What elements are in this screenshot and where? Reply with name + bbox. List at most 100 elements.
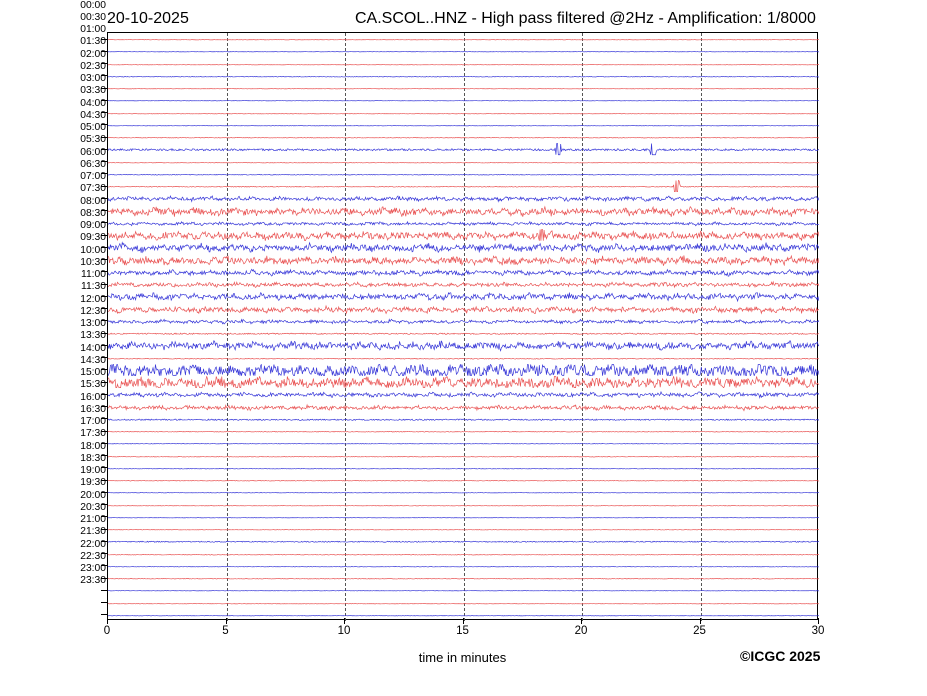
y-tick-label-15-30: 15:30 bbox=[48, 380, 106, 390]
trace-row-13-00 bbox=[108, 352, 819, 364]
seismogram-plot-area bbox=[107, 32, 818, 620]
y-tick-label-23-30: 23:30 bbox=[48, 576, 106, 586]
y-tick-label-06-30: 06:30 bbox=[48, 160, 106, 170]
y-tick-label-21-30: 21:30 bbox=[48, 527, 106, 537]
x-tick-dash-10 bbox=[344, 618, 345, 624]
trace-row-05-30 bbox=[108, 168, 819, 180]
y-tick-label-14-30: 14:30 bbox=[48, 356, 106, 366]
x-tick-dash-30 bbox=[818, 618, 819, 624]
trace-row-04-30 bbox=[108, 143, 819, 155]
x-tick-dash-15 bbox=[463, 618, 464, 624]
y-tick-label-08-00: 08:00 bbox=[48, 197, 106, 207]
trace-row-13-30 bbox=[108, 364, 819, 376]
y-tick-label-22-00: 22:00 bbox=[48, 540, 106, 550]
y-tick-label-03-00: 03:00 bbox=[48, 74, 106, 84]
y-tick-label-00-00: 00:00 bbox=[48, 1, 106, 11]
trace-row-17-30 bbox=[108, 462, 819, 474]
y-tick-label-09-00: 09:00 bbox=[48, 221, 106, 231]
trace-row-00-30 bbox=[108, 45, 819, 57]
trace-row-05-00 bbox=[108, 156, 819, 168]
trace-row-23-30 bbox=[108, 609, 819, 621]
x-tick-label-25: 25 bbox=[688, 625, 712, 637]
x-tick-dash-20 bbox=[581, 618, 582, 624]
x-tick-label-15: 15 bbox=[451, 625, 475, 637]
y-tick-label-15-00: 15:00 bbox=[48, 368, 106, 378]
trace-row-22-00 bbox=[108, 572, 819, 584]
trace-row-10-30 bbox=[108, 290, 819, 302]
trace-row-18-30 bbox=[108, 486, 819, 498]
x-tick-dash-0 bbox=[107, 618, 108, 624]
y-tick-label-04-00: 04:00 bbox=[48, 99, 106, 109]
y-tick-label-16-00: 16:00 bbox=[48, 393, 106, 403]
y-tick-label-10-30: 10:30 bbox=[48, 258, 106, 268]
x-tick-label-20: 20 bbox=[569, 625, 593, 637]
x-tick-dash-25 bbox=[700, 618, 701, 624]
trace-row-10-00 bbox=[108, 278, 819, 290]
x-axis-label: time in minutes bbox=[107, 650, 818, 665]
trace-row-04-00 bbox=[108, 131, 819, 143]
trace-row-12-00 bbox=[108, 327, 819, 339]
y-tick-label-10-00: 10:00 bbox=[48, 246, 106, 256]
y-tick-label-04-30: 04:30 bbox=[48, 111, 106, 121]
trace-row-06-00 bbox=[108, 180, 819, 192]
trace-row-09-30 bbox=[108, 266, 819, 278]
x-tick-dash-5 bbox=[226, 618, 227, 624]
trace-row-23-00 bbox=[108, 597, 819, 609]
y-tick-label-17-30: 17:30 bbox=[48, 429, 106, 439]
trace-row-00-00 bbox=[108, 33, 819, 45]
trace-row-03-00 bbox=[108, 107, 819, 119]
y-tick-label-02-30: 02:30 bbox=[48, 62, 106, 72]
main-title: CA.SCOL..HNZ - High pass filtered @2Hz -… bbox=[355, 10, 816, 28]
y-tick-label-06-00: 06:00 bbox=[48, 148, 106, 158]
y-tick-label-21-00: 21:00 bbox=[48, 515, 106, 525]
x-tick-label-0: 0 bbox=[95, 625, 119, 637]
y-tick-dash-45 bbox=[101, 590, 107, 591]
trace-row-02-00 bbox=[108, 82, 819, 94]
trace-row-11-00 bbox=[108, 303, 819, 315]
y-tick-label-18-30: 18:30 bbox=[48, 454, 106, 464]
trace-row-16-30 bbox=[108, 437, 819, 449]
y-tick-label-17-00: 17:00 bbox=[48, 417, 106, 427]
trace-row-19-30 bbox=[108, 511, 819, 523]
trace-row-08-00 bbox=[108, 229, 819, 241]
y-tick-label-05-30: 05:30 bbox=[48, 135, 106, 145]
y-tick-label-16-30: 16:30 bbox=[48, 405, 106, 415]
trace-row-03-30 bbox=[108, 119, 819, 131]
trace-row-18-00 bbox=[108, 474, 819, 486]
trace-row-08-30 bbox=[108, 241, 819, 253]
y-tick-label-07-00: 07:00 bbox=[48, 172, 106, 182]
y-tick-label-02-00: 02:00 bbox=[48, 50, 106, 60]
trace-row-16-00 bbox=[108, 425, 819, 437]
trace-row-20-30 bbox=[108, 535, 819, 547]
trace-row-07-00 bbox=[108, 205, 819, 217]
y-tick-dash-46 bbox=[101, 602, 107, 603]
x-tick-label-30: 30 bbox=[806, 625, 830, 637]
y-tick-label-20-30: 20:30 bbox=[48, 503, 106, 513]
y-tick-dash-47 bbox=[101, 614, 107, 615]
trace-row-07-30 bbox=[108, 217, 819, 229]
trace-row-01-00 bbox=[108, 58, 819, 70]
trace-row-15-00 bbox=[108, 401, 819, 413]
y-tick-label-07-30: 07:30 bbox=[48, 184, 106, 194]
y-tick-label-23-00: 23:00 bbox=[48, 564, 106, 574]
trace-row-22-30 bbox=[108, 584, 819, 596]
trace-row-15-30 bbox=[108, 413, 819, 425]
trace-row-01-30 bbox=[108, 70, 819, 82]
trace-row-21-30 bbox=[108, 560, 819, 572]
trace-row-14-00 bbox=[108, 376, 819, 388]
y-tick-label-22-30: 22:30 bbox=[48, 552, 106, 562]
y-tick-label-00-30: 00:30 bbox=[48, 13, 106, 23]
trace-row-09-00 bbox=[108, 254, 819, 266]
y-tick-label-01-30: 01:30 bbox=[48, 37, 106, 47]
trace-row-19-00 bbox=[108, 499, 819, 511]
y-tick-label-03-30: 03:30 bbox=[48, 86, 106, 96]
trace-row-14-30 bbox=[108, 388, 819, 400]
y-tick-label-05-00: 05:00 bbox=[48, 123, 106, 133]
y-tick-label-18-00: 18:00 bbox=[48, 442, 106, 452]
y-tick-label-08-30: 08:30 bbox=[48, 209, 106, 219]
y-tick-label-13-30: 13:30 bbox=[48, 331, 106, 341]
y-tick-label-11-00: 11:00 bbox=[48, 270, 106, 280]
date-title: 20-10-2025 bbox=[107, 10, 189, 28]
trace-row-20-00 bbox=[108, 523, 819, 535]
x-tick-label-5: 5 bbox=[214, 625, 238, 637]
